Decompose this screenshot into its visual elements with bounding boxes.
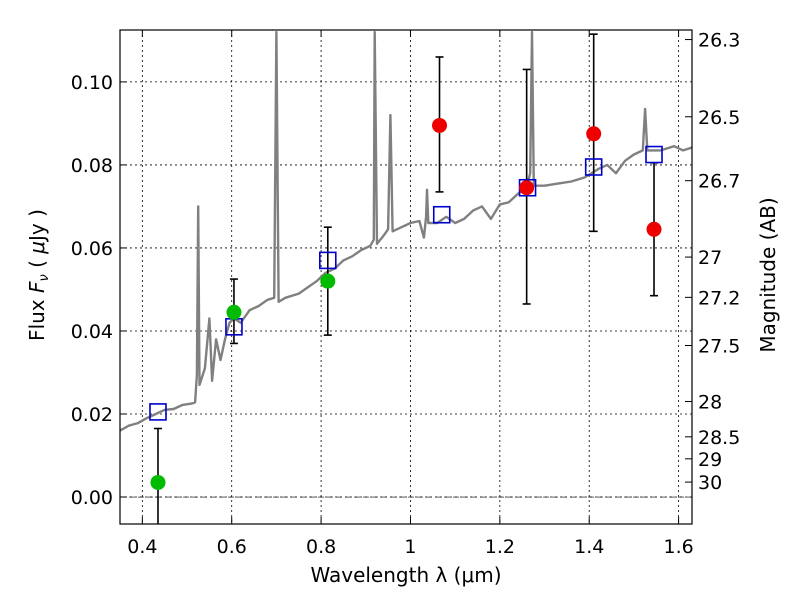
right-tick-label: 29: [698, 449, 722, 471]
red-observed-point: [432, 117, 448, 133]
y-tick-label: 0.10: [71, 72, 113, 94]
right-tick-label: 27.5: [698, 335, 740, 357]
model-photometry-square: [432, 205, 451, 224]
right-tick-label: 26.3: [698, 30, 740, 52]
green-observed-point: [150, 474, 166, 490]
right-tick-label: 27: [698, 247, 722, 269]
data-marks: [149, 33, 663, 524]
x-tick-label: 1: [404, 536, 416, 558]
y-tick-label: 0.04: [71, 321, 113, 343]
grid-lines: [120, 30, 692, 524]
right-axis-title: Magnitude (AB): [756, 197, 780, 352]
x-axis-title: Wavelength λ (μm): [310, 563, 501, 587]
y-tick-label: 0.00: [71, 487, 113, 509]
red-observed-point: [586, 126, 602, 142]
x-tick-label: 1.2: [485, 536, 515, 558]
green-observed-point: [320, 273, 336, 289]
x-tick-label: 0.8: [306, 536, 336, 558]
axes: 0.4 0.6 0.8 1 1.2 1.4 1.6 0.00 0.02 0.04 0.06 0.08 0…: [71, 30, 741, 558]
right-tick-label: 27.2: [698, 287, 740, 309]
model-photometry-square: [584, 158, 603, 176]
model-photometry-square: [149, 403, 167, 421]
red-observed-point: [646, 221, 662, 237]
x-tick-label: 0.4: [127, 536, 157, 558]
model-photometry-square: [645, 145, 663, 164]
x-tick-label: 1.6: [663, 536, 693, 558]
right-tick-label: 26.5: [698, 107, 740, 129]
right-tick-label: 28.5: [698, 427, 740, 449]
right-tick-label: 30: [698, 472, 722, 494]
plot-frame: [119, 29, 693, 525]
model-photometry-square: [318, 251, 337, 270]
x-tick-label: 1.4: [574, 536, 604, 558]
model-spectrum-line: [119, 30, 693, 432]
y-axis-title: Flux Fν ( μJy ): [25, 209, 52, 341]
x-tick-label: 0.6: [217, 536, 247, 558]
y-tick-label: 0.06: [71, 238, 113, 260]
green-observed-point: [226, 304, 242, 320]
y-tick-label: 0.02: [71, 404, 113, 426]
right-tick-label: 26.7: [698, 171, 740, 193]
right-tick-label: 28: [698, 392, 722, 414]
red-observed-point: [519, 180, 535, 196]
y-tick-label: 0.08: [71, 155, 113, 177]
